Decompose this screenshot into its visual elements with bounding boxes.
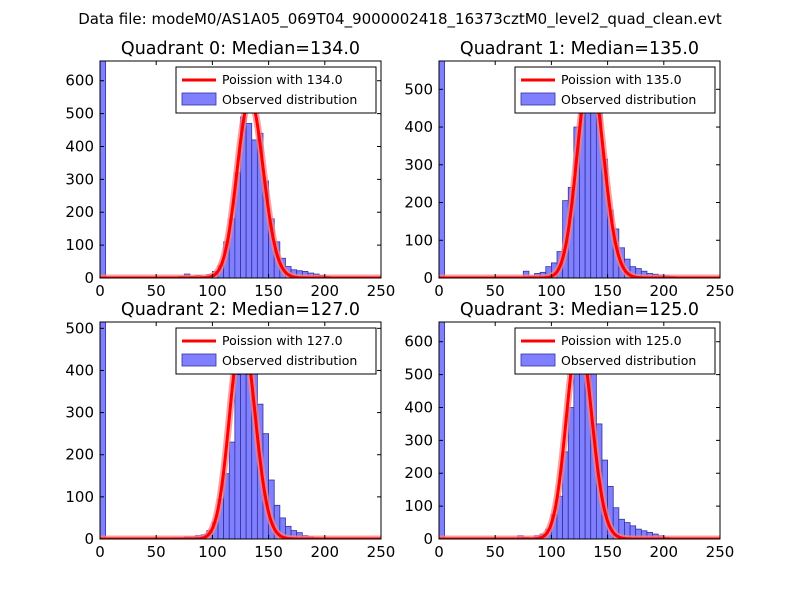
x-tick-label: 200 bbox=[649, 282, 678, 300]
histogram-bar bbox=[439, 61, 446, 278]
subplot-title: Quadrant 3: Median=125.0 bbox=[460, 300, 699, 320]
x-tick-label: 100 bbox=[198, 282, 227, 300]
legend-patch-swatch bbox=[520, 353, 556, 367]
y-tick-label: 400 bbox=[404, 118, 433, 136]
legend: Poission with 134.0 Observed distribution bbox=[175, 66, 377, 114]
subplot-title: Quadrant 0: Median=134.0 bbox=[121, 39, 360, 59]
x-tick-label: 200 bbox=[310, 282, 339, 300]
histogram-bar bbox=[567, 407, 575, 539]
legend-label-observed: Observed distribution bbox=[222, 92, 357, 107]
y-tick-label: 100 bbox=[65, 488, 94, 506]
x-tick-label: 150 bbox=[593, 543, 622, 561]
x-tick-label: 50 bbox=[486, 543, 505, 561]
quadrant-2-panel: 0 50 100 150 200 250 0 100 200 300 400 500 Quadrant … bbox=[65, 300, 395, 561]
legend: Poission with 135.0 Observed distribution bbox=[514, 66, 716, 114]
y-tick-label: 0 bbox=[423, 269, 433, 287]
legend-label-poisson: Poission with 125.0 bbox=[561, 333, 682, 348]
y-tick-label: 300 bbox=[65, 170, 94, 188]
y-tick-label: 100 bbox=[404, 231, 433, 249]
legend-label-poisson: Poission with 135.0 bbox=[561, 72, 682, 87]
x-tick-label: 50 bbox=[147, 543, 166, 561]
y-tick-label: 100 bbox=[65, 236, 94, 254]
quadrant-0-panel: 0 50 100 150 200 250 0 100 200 300 400 500 600 Quadra… bbox=[65, 39, 395, 300]
axes-frame bbox=[438, 321, 721, 540]
y-tick-label: 500 bbox=[65, 319, 94, 337]
axes-frame bbox=[438, 60, 721, 279]
y-tick-label: 500 bbox=[65, 105, 94, 123]
histogram-bar bbox=[439, 322, 446, 539]
x-tick-label: 50 bbox=[147, 282, 166, 300]
y-tick-label: 200 bbox=[404, 194, 433, 212]
x-tick-label: 250 bbox=[367, 543, 396, 561]
subplot-grid: 0 50 100 150 200 2500100200300400500600Quadra… bbox=[65, 39, 734, 561]
y-tick-label: 0 bbox=[84, 530, 94, 548]
legend-patch-swatch bbox=[181, 92, 217, 106]
axes-frame bbox=[99, 321, 382, 540]
histogram-bar bbox=[100, 61, 107, 278]
histogram-bar bbox=[245, 123, 253, 278]
x-tick-label: 250 bbox=[706, 543, 735, 561]
histogram-bar bbox=[251, 139, 258, 278]
y-tick-label: 600 bbox=[404, 333, 433, 351]
y-tick-label: 300 bbox=[65, 404, 94, 422]
x-tick-label: 100 bbox=[198, 543, 227, 561]
x-tick-label: 150 bbox=[593, 282, 622, 300]
legend-label-poisson: Poission with 134.0 bbox=[222, 72, 343, 87]
y-tick-label: 0 bbox=[84, 269, 94, 287]
y-tick-label: 600 bbox=[65, 72, 94, 90]
legend-label-poisson: Poission with 127.0 bbox=[222, 333, 343, 348]
axes-frame bbox=[99, 60, 382, 279]
x-tick-label: 0 bbox=[434, 282, 444, 300]
x-tick-label: 100 bbox=[537, 282, 566, 300]
y-tick-label: 200 bbox=[65, 203, 94, 221]
y-tick-label: 200 bbox=[404, 464, 433, 482]
y-tick-label: 200 bbox=[65, 446, 94, 464]
x-tick-label: 200 bbox=[649, 543, 678, 561]
y-tick-label: 400 bbox=[404, 398, 433, 416]
figure-suptitle: Data file: modeM0/AS1A05_069T04_90000024… bbox=[78, 10, 722, 29]
y-tick-label: 400 bbox=[65, 137, 94, 155]
legend-patch-swatch bbox=[181, 353, 217, 367]
x-tick-label: 200 bbox=[310, 543, 339, 561]
poisson-curve bbox=[439, 68, 720, 278]
legend: Poission with 125.0 Observed distribution bbox=[514, 327, 716, 375]
y-tick-label: 300 bbox=[404, 156, 433, 174]
y-tick-label: 500 bbox=[404, 80, 433, 98]
x-tick-label: 150 bbox=[254, 282, 283, 300]
y-tick-label: 400 bbox=[65, 361, 94, 379]
x-tick-label: 0 bbox=[434, 543, 444, 561]
y-tick-label: 0 bbox=[423, 530, 433, 548]
legend: Poission with 127.0 Observed distribution bbox=[175, 327, 377, 375]
y-tick-label: 500 bbox=[404, 366, 433, 384]
histogram-bar bbox=[100, 322, 107, 539]
subplot-title: Quadrant 2: Median=127.0 bbox=[121, 300, 360, 320]
x-tick-label: 100 bbox=[537, 543, 566, 561]
x-tick-label: 150 bbox=[254, 543, 283, 561]
y-tick-label: 300 bbox=[404, 431, 433, 449]
y-tick-label: 100 bbox=[404, 497, 433, 515]
x-tick-label: 50 bbox=[486, 282, 505, 300]
poisson-curve bbox=[100, 97, 381, 278]
legend-patch-swatch bbox=[520, 92, 556, 106]
x-tick-label: 250 bbox=[706, 282, 735, 300]
legend-label-observed: Observed distribution bbox=[561, 353, 696, 368]
x-tick-label: 0 bbox=[95, 543, 105, 561]
x-tick-label: 250 bbox=[367, 282, 396, 300]
x-tick-label: 0 bbox=[95, 282, 105, 300]
legend-label-observed: Observed distribution bbox=[222, 353, 357, 368]
quadrant-1-panel: 0 50 100 150 200 250 0 100 200 300 400 500 Quadrant … bbox=[404, 39, 734, 300]
histogram-bar bbox=[234, 374, 241, 539]
histogram-bar bbox=[228, 441, 236, 539]
legend-label-observed: Observed distribution bbox=[561, 92, 696, 107]
subplot-title: Quadrant 1: Median=135.0 bbox=[460, 39, 699, 59]
quadrant-3-panel: 0 50 100 150 200 250 0 100 200 300 400 500 600 Quadra… bbox=[404, 300, 734, 561]
